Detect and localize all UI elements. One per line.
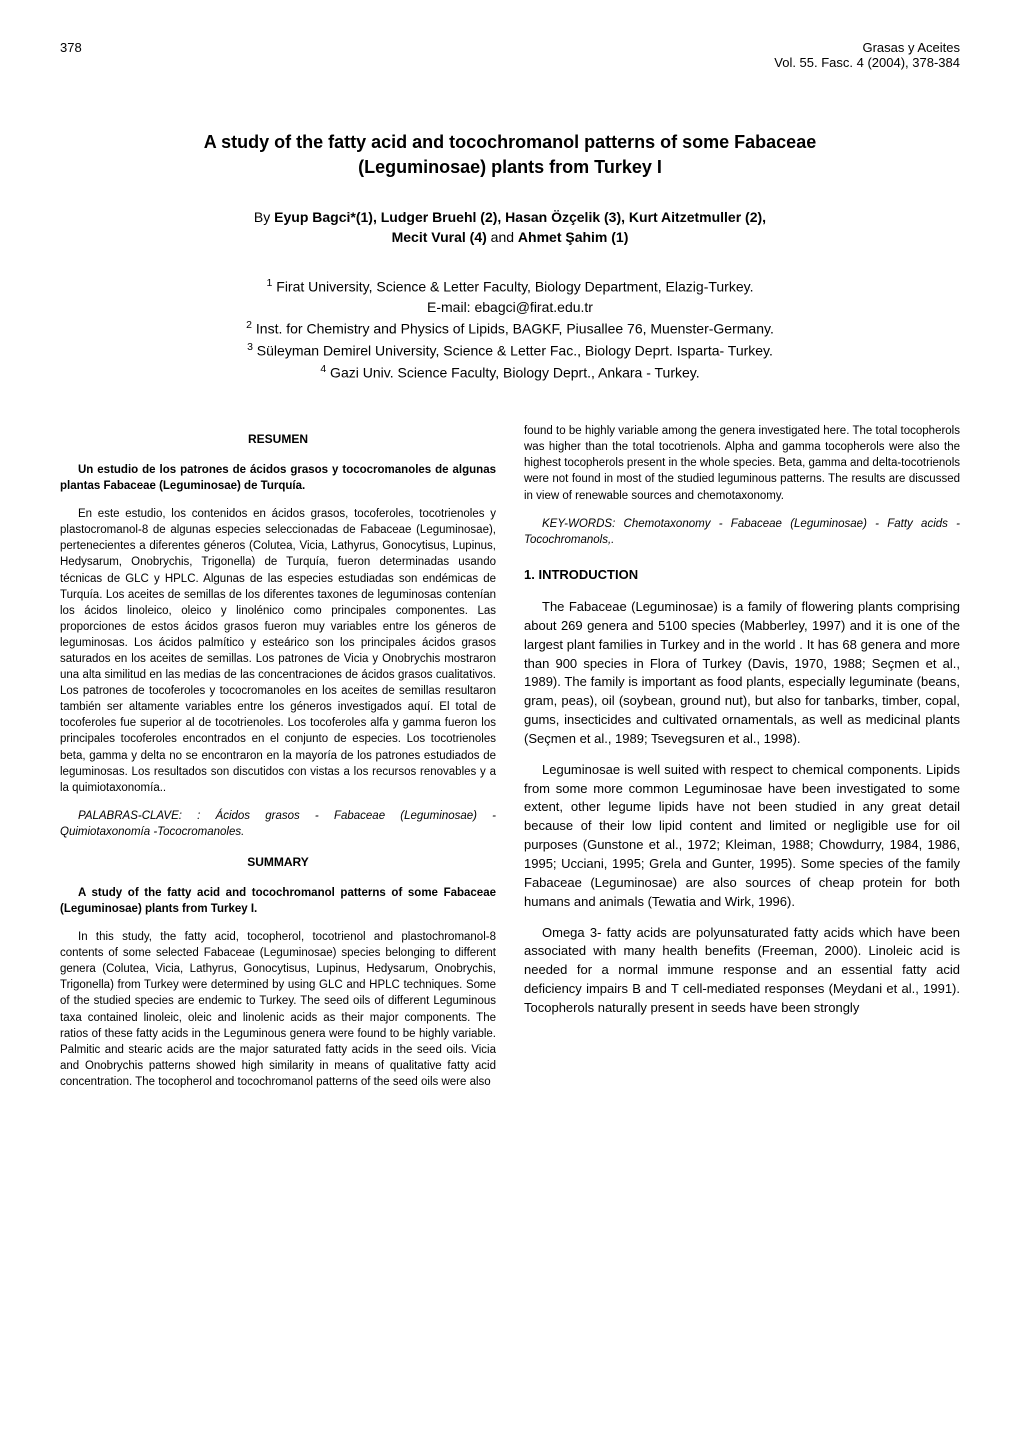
aff-text-2: Inst. for Chemistry and Physics of Lipid…: [252, 321, 774, 337]
intro-para-2: Leguminosae is well suited with respect …: [524, 761, 960, 912]
affiliation-3: 3 Süleyman Demirel University, Science &…: [60, 340, 960, 362]
journal-citation: Vol. 55. Fasc. 4 (2004), 378-384: [774, 55, 960, 70]
journal-info: Grasas y Aceites Vol. 55. Fasc. 4 (2004)…: [774, 40, 960, 70]
summary-heading: SUMMARY: [60, 854, 496, 871]
affiliation-4: 4 Gazi Univ. Science Faculty, Biology De…: [60, 362, 960, 384]
page-header: 378 Grasas y Aceites Vol. 55. Fasc. 4 (2…: [60, 40, 960, 70]
resumen-body: En este estudio, los contenidos en ácido…: [60, 506, 496, 796]
journal-name: Grasas y Aceites: [774, 40, 960, 55]
paper-title: A study of the fatty acid and tocochroma…: [60, 130, 960, 180]
title-line-2: (Leguminosae) plants from Turkey I: [60, 155, 960, 180]
introduction-heading: 1. INTRODUCTION: [524, 566, 960, 584]
title-line-1: A study of the fatty acid and tocochroma…: [60, 130, 960, 155]
authors-line-2: Mecit Vural (4): [392, 229, 487, 245]
last-author: Ahmet Şahim (1): [518, 229, 628, 245]
authors-line-1: Eyup Bagci*(1), Ludger Bruehl (2), Hasan…: [274, 209, 766, 225]
resumen-heading: RESUMEN: [60, 431, 496, 448]
summary-body: In this study, the fatty acid, tocophero…: [60, 929, 496, 1090]
authors-block: By Eyup Bagci*(1), Ludger Bruehl (2), Ha…: [60, 208, 960, 247]
summary-continuation: found to be highly variable among the ge…: [524, 423, 960, 503]
intro-para-1: The Fabaceae (Leguminosae) is a family o…: [524, 598, 960, 749]
affiliation-1: 1 Firat University, Science & Letter Fac…: [60, 276, 960, 298]
intro-para-3: Omega 3- fatty acids are polyunsaturated…: [524, 924, 960, 1018]
resumen-keywords: PALABRAS-CLAVE: : Ácidos grasos - Fabace…: [60, 808, 496, 840]
affiliations-block: 1 Firat University, Science & Letter Fac…: [60, 276, 960, 384]
right-column: found to be highly variable among the ge…: [524, 423, 960, 1102]
page-number: 378: [60, 40, 82, 70]
aff-text-3: Süleyman Demirel University, Science & L…: [253, 343, 773, 359]
left-column: RESUMEN Un estudio de los patrones de ác…: [60, 423, 496, 1102]
resumen-title: Un estudio de los patrones de ácidos gra…: [60, 462, 496, 494]
two-column-body: RESUMEN Un estudio de los patrones de ác…: [60, 423, 960, 1102]
aff-text-1: Firat University, Science & Letter Facul…: [272, 278, 753, 294]
summary-title: A study of the fatty acid and tocochroma…: [60, 885, 496, 917]
paper-page: 378 Grasas y Aceites Vol. 55. Fasc. 4 (2…: [0, 0, 1020, 1142]
aff-text-4: Gazi Univ. Science Faculty, Biology Depr…: [326, 364, 699, 380]
summary-keywords: KEY-WORDS: Chemotaxonomy - Fabaceae (Leg…: [524, 516, 960, 548]
affiliation-email: E-mail: ebagci@firat.edu.tr: [60, 297, 960, 318]
by-prefix: By: [254, 209, 274, 225]
affiliation-2: 2 Inst. for Chemistry and Physics of Lip…: [60, 318, 960, 340]
and-sep: and: [487, 229, 518, 245]
